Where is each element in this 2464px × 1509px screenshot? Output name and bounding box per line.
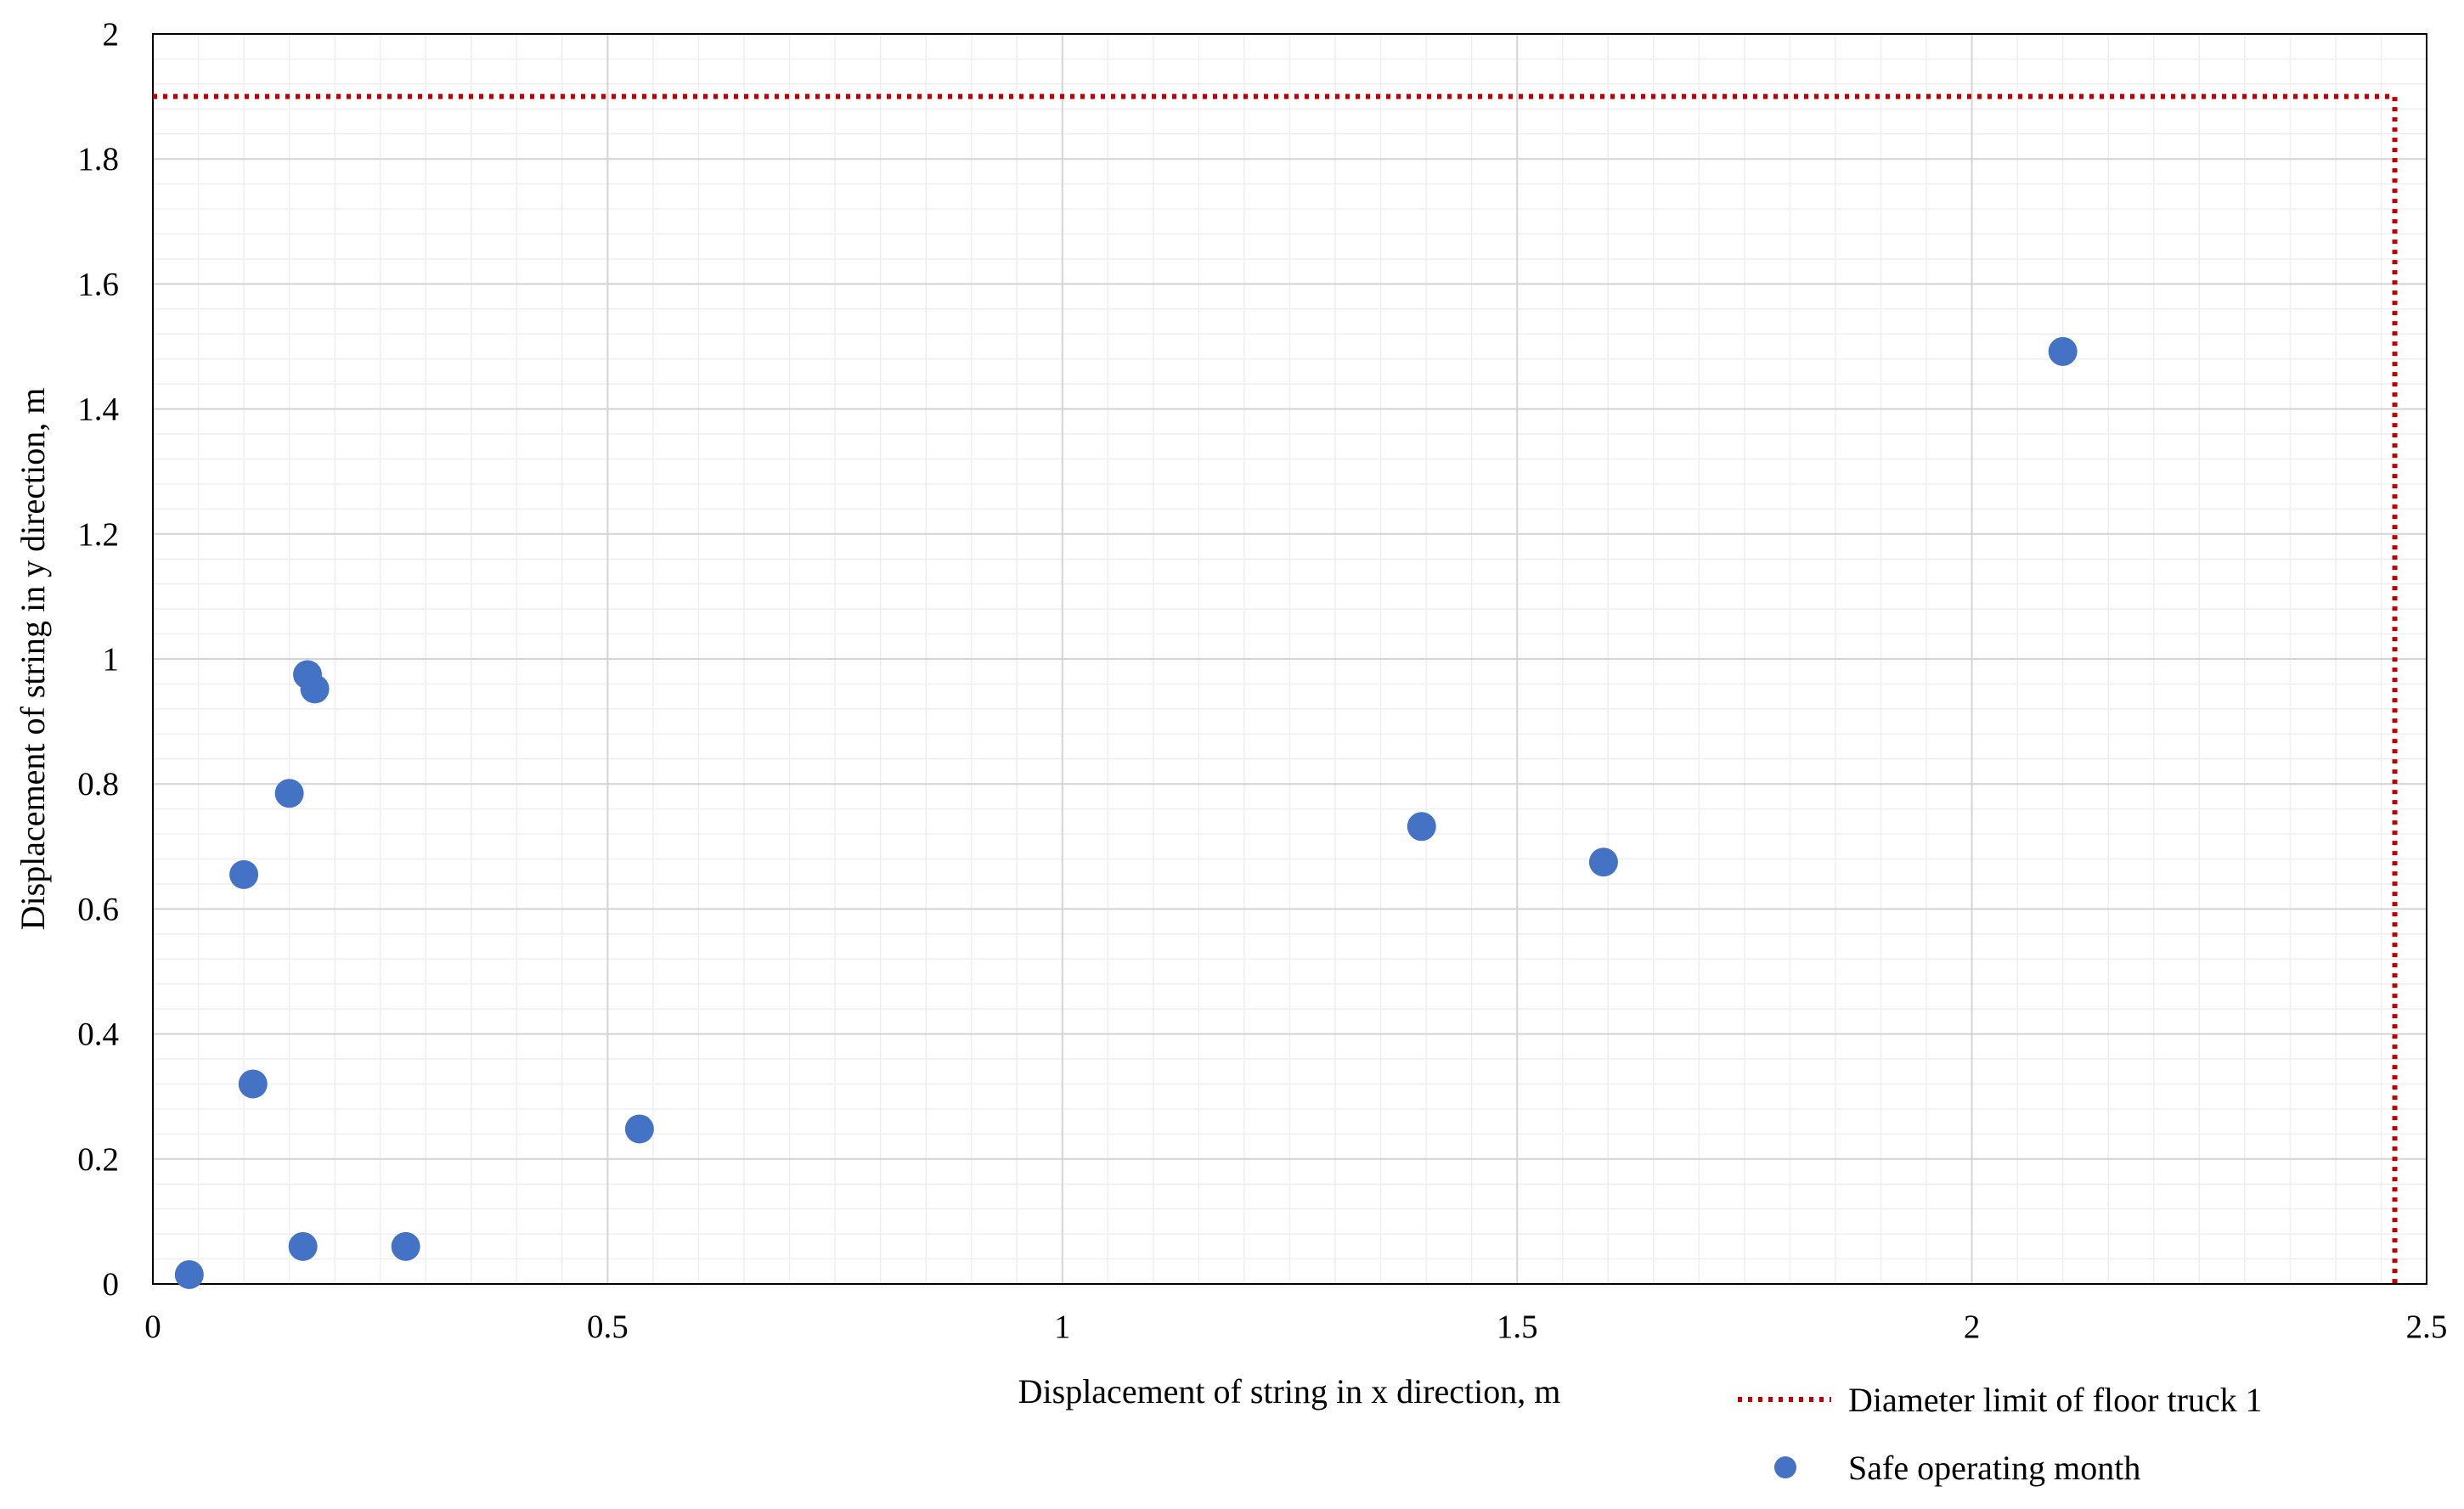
x-axis-title: Displacement of string in x direction, m	[1018, 1372, 1561, 1410]
y-axis-title: Displacement of string in y direction, m	[14, 388, 52, 931]
scatter-point	[391, 1231, 420, 1261]
x-tick-label: 0.5	[587, 1309, 629, 1345]
diameter-limit-line	[153, 93, 2398, 1284]
legend: Diameter limit of floor truck 1 Safe ope…	[1738, 1381, 2263, 1487]
y-tick-label: 0.8	[77, 766, 119, 802]
scatter-point	[288, 1231, 318, 1261]
y-axis-tick-labels: 0 0.2 0.4 0.6 0.8 1 1.2 1.4 1.6 1.8 2	[77, 16, 119, 1303]
y-tick-label: 0.2	[77, 1141, 119, 1178]
x-tick-label: 2.5	[2406, 1309, 2448, 1345]
scatter-point	[1407, 812, 1436, 842]
x-tick-label: 2	[1964, 1309, 1981, 1345]
x-tick-label: 1.5	[1497, 1309, 1538, 1345]
scatter-point	[174, 1259, 204, 1289]
diameter-limit-polyline	[153, 93, 2398, 1284]
y-tick-label: 0	[103, 1266, 120, 1303]
legend-label-safe-operating-month: Safe operating month	[1848, 1449, 2140, 1487]
y-tick-label: 1.2	[77, 516, 119, 553]
y-tick-label: 1.6	[77, 266, 119, 302]
scatter-point	[238, 1069, 268, 1099]
y-tick-label: 1.8	[77, 141, 119, 177]
legend-swatch-safe-operating-month	[1774, 1456, 1796, 1478]
data-points	[174, 336, 2078, 1289]
scatter-point	[300, 674, 330, 704]
y-tick-label: 1.4	[77, 391, 119, 428]
scatter-point	[624, 1114, 654, 1144]
x-axis-tick-labels: 0 0.5 1 1.5 2 2.5	[144, 1309, 2447, 1345]
y-tick-label: 2	[103, 16, 120, 53]
y-tick-label: 0.6	[77, 891, 119, 927]
plot-area-frame	[152, 33, 2427, 1285]
scatter-point	[1588, 847, 1618, 877]
scatter-point	[229, 859, 259, 889]
x-tick-label: 0	[144, 1309, 161, 1345]
y-tick-label: 0.4	[77, 1016, 119, 1053]
scatter-point	[2048, 336, 2078, 366]
x-tick-label: 1	[1054, 1309, 1071, 1345]
y-tick-label: 1	[103, 641, 120, 678]
legend-label-diameter-limit: Diameter limit of floor truck 1	[1848, 1381, 2263, 1419]
scatter-point	[274, 779, 304, 808]
